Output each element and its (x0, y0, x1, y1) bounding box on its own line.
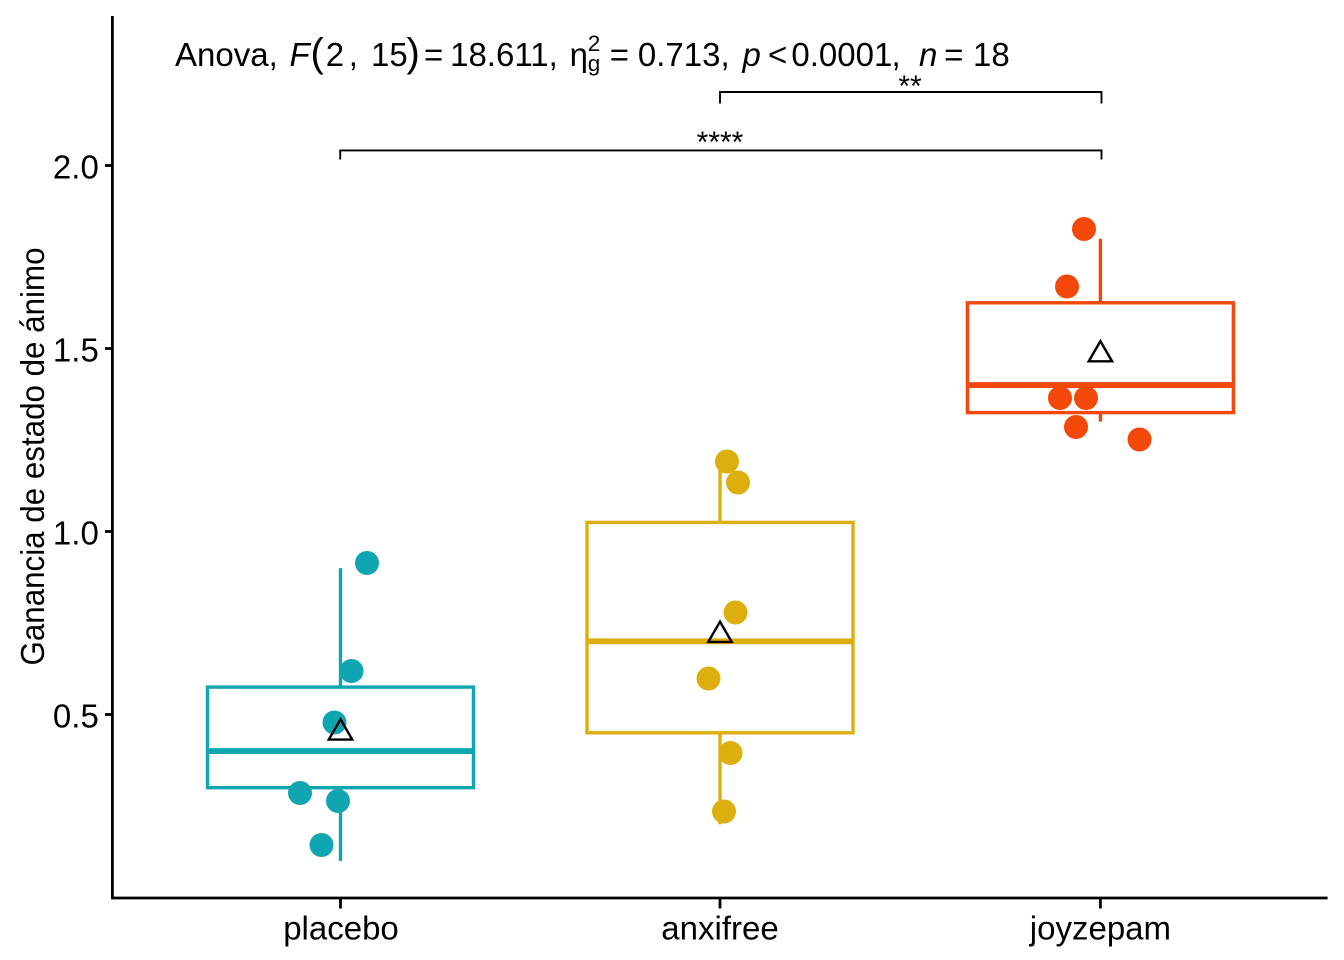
svg-text:joyzepam: joyzepam (1029, 910, 1171, 947)
svg-text:=: = (424, 36, 443, 73)
svg-text:): ) (407, 31, 420, 75)
svg-text:Anova,: Anova, (175, 36, 278, 73)
svg-text:F: F (290, 36, 312, 73)
svg-text:18: 18 (973, 36, 1010, 73)
svg-text:15: 15 (371, 36, 408, 73)
svg-text:0.0001: 0.0001 (791, 36, 892, 73)
svg-text:Ganancia de estado de ánimo: Ganancia de estado de ánimo (14, 248, 51, 666)
svg-text:=: = (610, 36, 629, 73)
svg-text:1.0: 1.0 (53, 515, 99, 552)
svg-text:**: ** (898, 70, 922, 103)
svg-text:****: **** (697, 126, 744, 159)
svg-text:0.713,: 0.713, (638, 36, 730, 73)
svg-text:1.5: 1.5 (53, 332, 99, 369)
svg-text:=: = (944, 36, 963, 73)
svg-text:<: < (768, 36, 787, 73)
svg-text:2: 2 (326, 36, 344, 73)
svg-text:18.611,: 18.611, (450, 36, 558, 73)
svg-text:p: p (742, 36, 761, 73)
svg-text:η: η (570, 36, 588, 73)
svg-text:g: g (588, 51, 601, 76)
svg-text:anxifree: anxifree (661, 910, 778, 947)
svg-text:n: n (919, 36, 937, 73)
svg-text:0.5: 0.5 (53, 698, 99, 735)
svg-text:2: 2 (588, 31, 601, 56)
svg-text:placebo: placebo (283, 910, 399, 947)
svg-text:2.0: 2.0 (53, 149, 99, 186)
svg-text:,: , (892, 36, 901, 73)
svg-text:,: , (349, 36, 358, 73)
svg-text:(: ( (311, 31, 325, 75)
